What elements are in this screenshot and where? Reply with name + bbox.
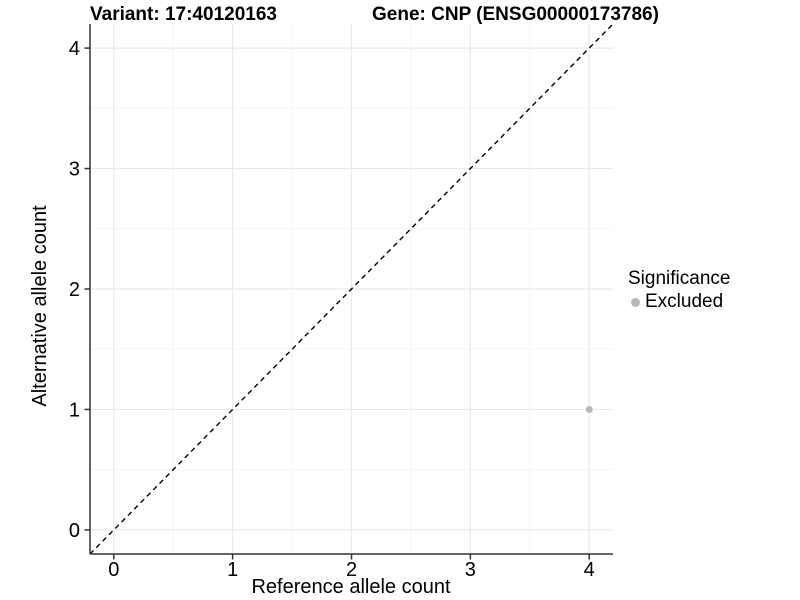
gene-title: Gene: CNP (ENSG00000173786) bbox=[372, 4, 659, 25]
y-tick-label: 3 bbox=[69, 159, 80, 181]
x-tick-label: 3 bbox=[465, 559, 476, 581]
data-points-layer bbox=[585, 405, 593, 413]
identity-dashed-line bbox=[89, 23, 614, 555]
tick-marks-layer bbox=[84, 47, 590, 560]
legend-entry-label: Excluded bbox=[645, 291, 724, 312]
tick-labels-layer: 0 1 2 3 4 0 1 2 3 4 bbox=[69, 38, 595, 581]
legend-point-icon bbox=[631, 297, 640, 307]
legend-entry-excluded: Excluded bbox=[628, 291, 730, 313]
x-axis-title: Reference allele count bbox=[251, 576, 450, 598]
y-tick-label: 1 bbox=[69, 399, 80, 421]
legend: Significance Excluded bbox=[628, 268, 730, 313]
x-tick-label: 1 bbox=[227, 559, 238, 581]
y-tick-label: 2 bbox=[69, 279, 80, 301]
legend-title: Significance bbox=[628, 268, 731, 289]
data-point-excluded bbox=[585, 405, 593, 413]
identity-reference-line-layer bbox=[89, 23, 614, 555]
y-tick-label: 4 bbox=[69, 38, 80, 60]
variant-title: Variant: 17:40120163 bbox=[90, 4, 277, 25]
x-tick-label: 0 bbox=[108, 559, 119, 581]
x-tick-label: 2 bbox=[346, 559, 357, 581]
y-tick-label: 0 bbox=[69, 520, 80, 542]
x-tick-label: 4 bbox=[584, 559, 595, 581]
y-axis-title: Alternative allele count bbox=[29, 205, 51, 407]
